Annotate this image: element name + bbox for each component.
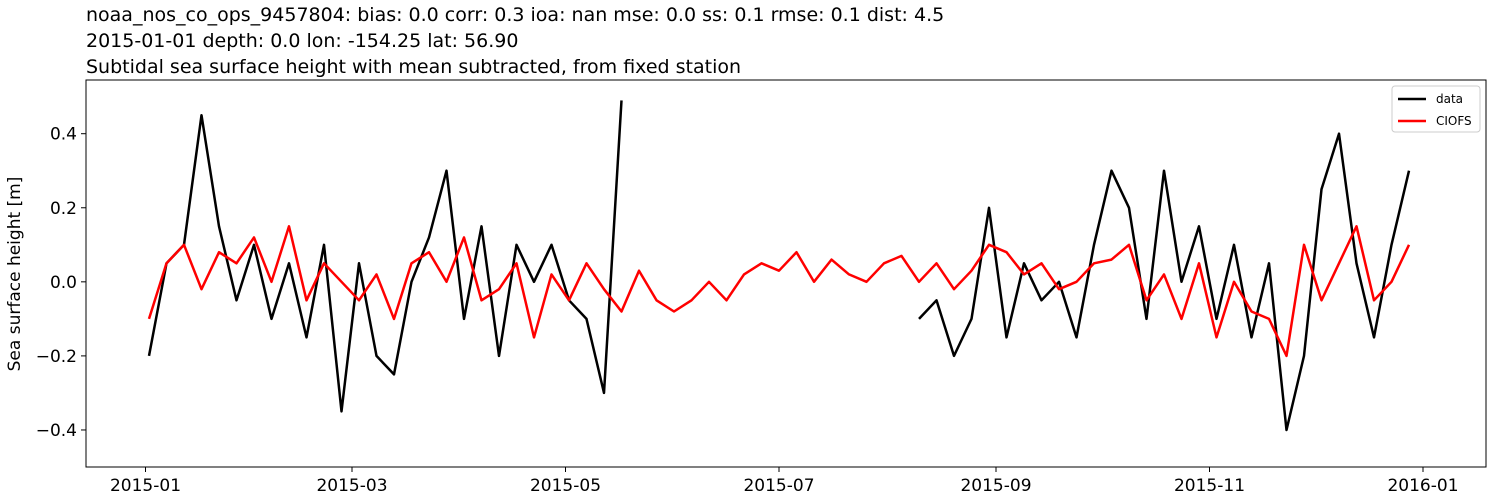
data-line <box>147 100 1411 432</box>
data-line <box>147 225 1411 358</box>
y-tick-label: 0.4 <box>50 125 77 145</box>
chart-title: 2015-01-01 depth: 0.0 lon: -154.25 lat: … <box>86 30 518 52</box>
y-tick-label: −0.2 <box>36 347 77 367</box>
y-axis-label: Sea surface height [m] <box>5 177 25 372</box>
plot-frame <box>85 79 1487 468</box>
x-tick-label: 2016-01 <box>1387 476 1458 496</box>
x-tick-label: 2015-07 <box>743 476 814 496</box>
x-tick-label: 2015-09 <box>960 476 1031 496</box>
x-tick-label: 2015-11 <box>1174 476 1245 496</box>
x-tick-label: 2015-01 <box>110 476 181 496</box>
y-tick-label: 0.0 <box>50 273 77 293</box>
chart-title: noaa_nos_co_ops_9457804: bias: 0.0 corr:… <box>86 4 944 26</box>
y-tick-label: −0.4 <box>36 421 77 441</box>
x-tick-label: 2015-05 <box>530 476 601 496</box>
x-tick-label: 2015-03 <box>316 476 387 496</box>
y-tick-label: 0.2 <box>50 199 77 219</box>
chart-title: Subtidal sea surface height with mean su… <box>86 56 741 78</box>
legend-label: data <box>1436 92 1463 106</box>
legend-label: CIOFS <box>1436 114 1472 128</box>
